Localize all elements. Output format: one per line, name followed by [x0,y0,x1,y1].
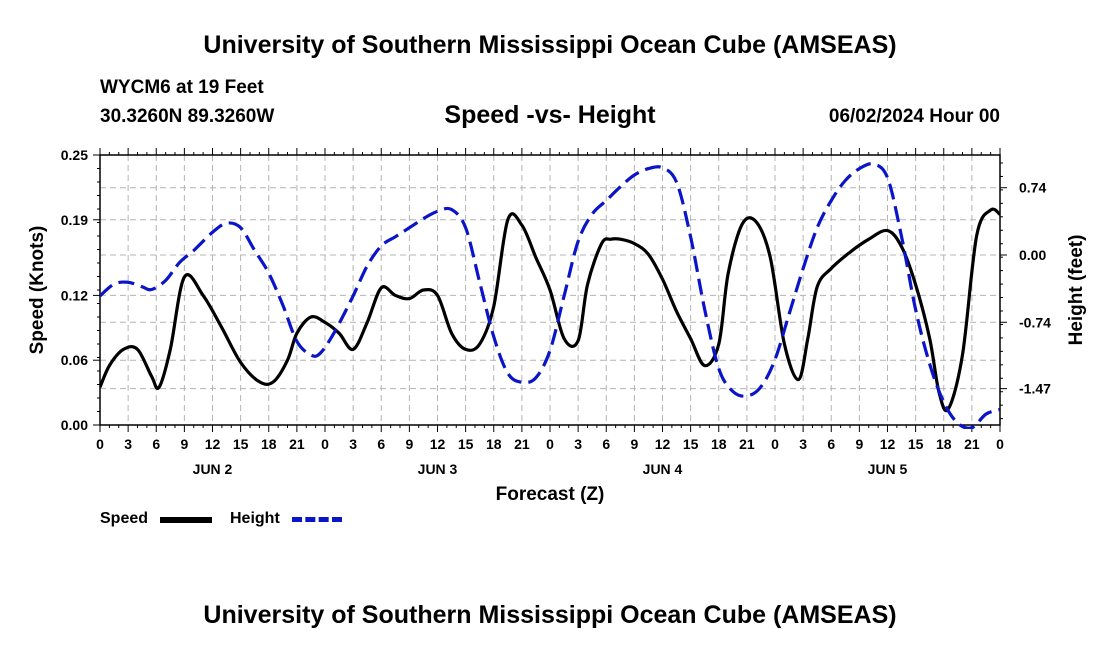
x-tick-label: 0 [96,436,104,452]
x-tick-label: 12 [205,436,221,452]
y-left-tick-label: 0.25 [61,147,88,163]
x-tick-label: 18 [936,436,952,452]
x-tick-label: 21 [739,436,755,452]
legend-height-swatch [292,517,342,522]
y-right-tick-label: -0.74 [1019,314,1051,330]
x-tick-label: 6 [152,436,160,452]
x-tick-label: 12 [655,436,671,452]
x-tick-label: 0 [546,436,554,452]
height-series-line [100,162,1000,429]
x-tick-label: 21 [964,436,980,452]
legend-speed-swatch [160,517,212,523]
y-right-axis-title: Height (feet) [1066,235,1087,346]
day-label: JUN 5 [868,461,908,477]
y-left-tick-label: 0.00 [61,417,88,433]
y-left-tick-label: 0.12 [61,287,88,303]
x-axis-title: Forecast (Z) [496,484,605,505]
day-label: JUN 4 [643,461,683,477]
x-tick-label: 18 [486,436,502,452]
coordinates-label: 30.3260N 89.3260W [100,106,275,127]
y-left-tick-label: 0.06 [61,352,88,368]
page-title: University of Southern Mississippi Ocean… [203,31,897,59]
legend-height-label: Height [230,510,280,527]
x-tick-label: 21 [514,436,530,452]
x-tick-label: 0 [321,436,329,452]
x-tick-label: 3 [799,436,807,452]
y-right-tick-label: -1.47 [1019,381,1051,397]
x-tick-label: 12 [880,436,896,452]
x-tick-label: 21 [289,436,305,452]
date-hour-label: 06/02/2024 Hour 00 [828,106,1000,127]
x-tick-label: 12 [430,436,446,452]
x-tick-label: 0 [771,436,779,452]
chart-subtitle: Speed -vs- Height [444,101,656,129]
x-tick-label: 3 [124,436,132,452]
day-label: JUN 3 [418,461,458,477]
y-left-tick-label: 0.19 [61,212,88,228]
y-right-tick-label: 0.74 [1019,180,1046,196]
y-right-tick-label: 0.00 [1019,247,1046,263]
x-tick-label: 6 [827,436,835,452]
x-tick-label: 15 [458,436,474,452]
page-title-footer: University of Southern Mississippi Ocean… [203,601,897,629]
x-tick-label: 3 [574,436,582,452]
x-tick-label: 18 [261,436,277,452]
y-left-axis-title: Speed (Knots) [27,226,48,355]
x-tick-label: 15 [233,436,249,452]
x-tick-label: 9 [855,436,863,452]
x-tick-label: 15 [908,436,924,452]
day-label: JUN 2 [193,461,233,477]
x-tick-label: 15 [683,436,699,452]
x-tick-label: 0 [996,436,1004,452]
x-tick-label: 9 [405,436,413,452]
station-label: WYCM6 at 19 Feet [100,77,264,98]
x-tick-label: 6 [377,436,385,452]
speed-series-line [100,207,1000,413]
x-tick-label: 3 [349,436,357,452]
x-tick-label: 18 [711,436,727,452]
legend-speed-label: Speed [100,510,149,527]
x-tick-label: 9 [180,436,188,452]
x-tick-label: 9 [630,436,638,452]
x-tick-label: 6 [602,436,610,452]
